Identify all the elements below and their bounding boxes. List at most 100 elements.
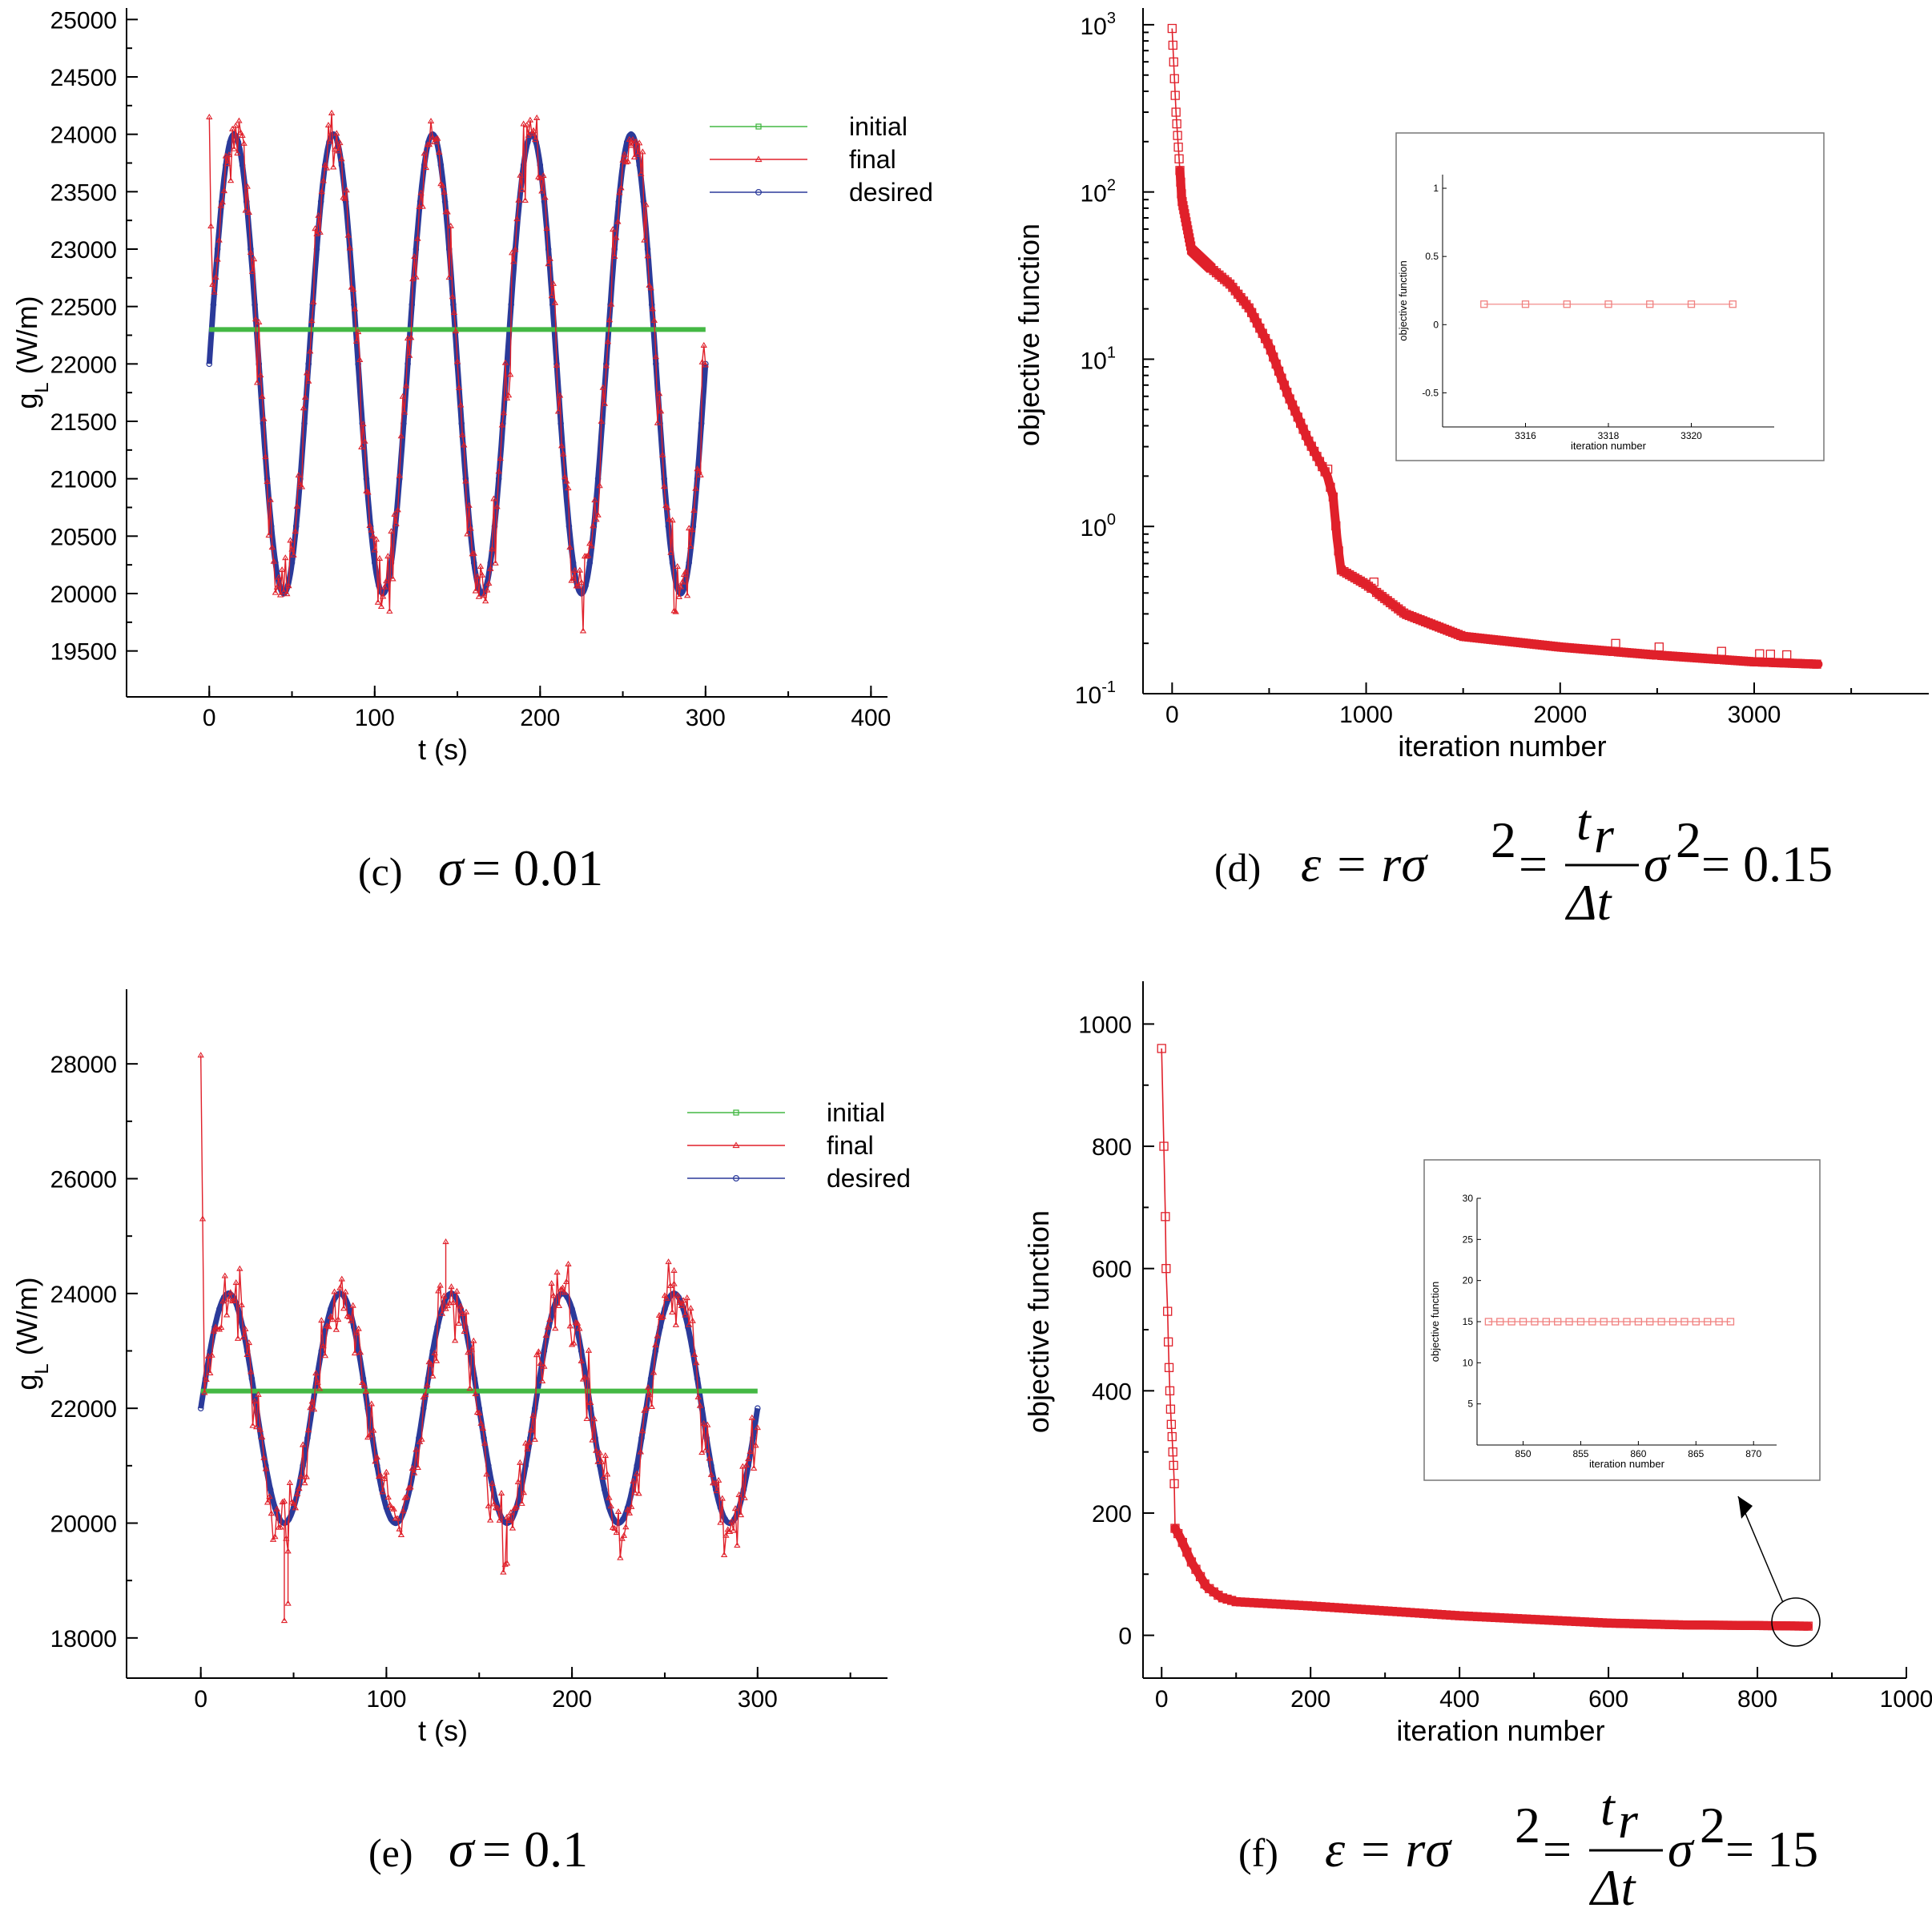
final-point (526, 116, 534, 123)
final-point (730, 1527, 737, 1533)
final-point (590, 522, 597, 529)
final-point (414, 1463, 421, 1470)
final-point (503, 1513, 511, 1520)
final-point (269, 1536, 277, 1542)
final-point (646, 1391, 654, 1398)
final-point (453, 358, 461, 364)
final-point (208, 1351, 215, 1358)
final-point (717, 1519, 724, 1525)
final-point (722, 1532, 730, 1538)
inset-point (1604, 300, 1612, 308)
final-point (486, 1516, 494, 1523)
final-point (620, 1532, 628, 1538)
final-point (308, 317, 316, 324)
final-point (546, 255, 553, 261)
final-point (509, 1524, 517, 1531)
objective-point (1166, 1419, 1176, 1429)
final-point (650, 316, 658, 323)
final-point (695, 467, 702, 473)
final-point (614, 218, 622, 224)
desired-point (620, 1516, 626, 1523)
final-point (212, 273, 219, 280)
objective-point (1782, 650, 1792, 660)
final-point (467, 525, 474, 531)
final-point (477, 562, 485, 570)
final-point (394, 1515, 401, 1521)
final-point (461, 441, 468, 448)
final-point (383, 1468, 390, 1475)
objective-point (1654, 642, 1664, 652)
desired-point (525, 139, 531, 146)
desired-point (686, 559, 692, 566)
final-point (300, 405, 308, 411)
x-tick-label: 0 (203, 705, 216, 731)
inset-point (1588, 1318, 1596, 1326)
final-point (429, 134, 437, 140)
y-tick-label: 20500 (50, 524, 117, 550)
final-point (533, 114, 541, 120)
final-point (203, 1375, 210, 1382)
final-point (644, 252, 651, 259)
final-point (693, 1359, 700, 1366)
x-axis-label: iteration number (1396, 1714, 1604, 1747)
final-point (455, 384, 463, 390)
y-tick-label: 22000 (50, 352, 117, 378)
caption-d-lhs: ε = rσ (1301, 835, 1428, 892)
final-point (521, 196, 529, 203)
final-point (340, 1305, 348, 1311)
final-point (389, 575, 396, 582)
caption-f-label: (f) (1238, 1830, 1278, 1875)
final-point (706, 1455, 713, 1461)
y-tick-label: 28000 (50, 1052, 117, 1078)
caption-d-num: t (1576, 794, 1592, 851)
final-point (249, 1422, 256, 1428)
final-point (264, 477, 271, 485)
final-point (675, 593, 682, 599)
final-point (481, 598, 489, 604)
final-point (518, 186, 525, 192)
final-point (435, 1287, 442, 1294)
objective-point (1755, 649, 1765, 658)
final-point (235, 117, 243, 123)
final-point (697, 471, 704, 477)
x-tick-label: 0 (1165, 702, 1179, 728)
objective-point (1161, 1212, 1170, 1222)
inset-x-tick-label: 3320 (1680, 430, 1702, 441)
objective-point (1611, 638, 1620, 648)
legend: initial final desired (710, 112, 933, 207)
final-point (470, 549, 477, 556)
final-point (465, 501, 473, 508)
inset-point (1496, 1318, 1504, 1326)
inset-frame (1395, 132, 1825, 461)
final-point (207, 223, 215, 229)
final-point (568, 1341, 576, 1347)
final-point (687, 1305, 694, 1311)
final-point (630, 1477, 637, 1483)
y-tick-label: 0 (1118, 1624, 1132, 1650)
final-point (529, 1412, 537, 1419)
final-point (323, 164, 331, 171)
final-point (674, 1292, 682, 1298)
caption-c-value: = 0.01 (472, 839, 603, 896)
final-point (438, 1310, 446, 1316)
final-point (554, 408, 562, 414)
inset-x-label: iteration number (1589, 1458, 1665, 1470)
final-point (731, 1505, 739, 1512)
final-point (648, 1403, 655, 1409)
final-point (600, 1473, 607, 1479)
final-point (425, 141, 433, 147)
y-tick-label: 21000 (50, 467, 117, 493)
final-point (587, 1399, 594, 1405)
desired-point (531, 1405, 538, 1411)
final-point (293, 502, 300, 509)
y-tick-label: 20000 (50, 1512, 117, 1538)
final-point (524, 1445, 531, 1451)
desired-point (669, 559, 676, 566)
final-point (369, 533, 376, 539)
desired-point (383, 1504, 390, 1512)
final-point (268, 1510, 275, 1516)
final-point (344, 231, 352, 238)
inset-point (1565, 1318, 1573, 1326)
final-point (197, 1052, 204, 1058)
